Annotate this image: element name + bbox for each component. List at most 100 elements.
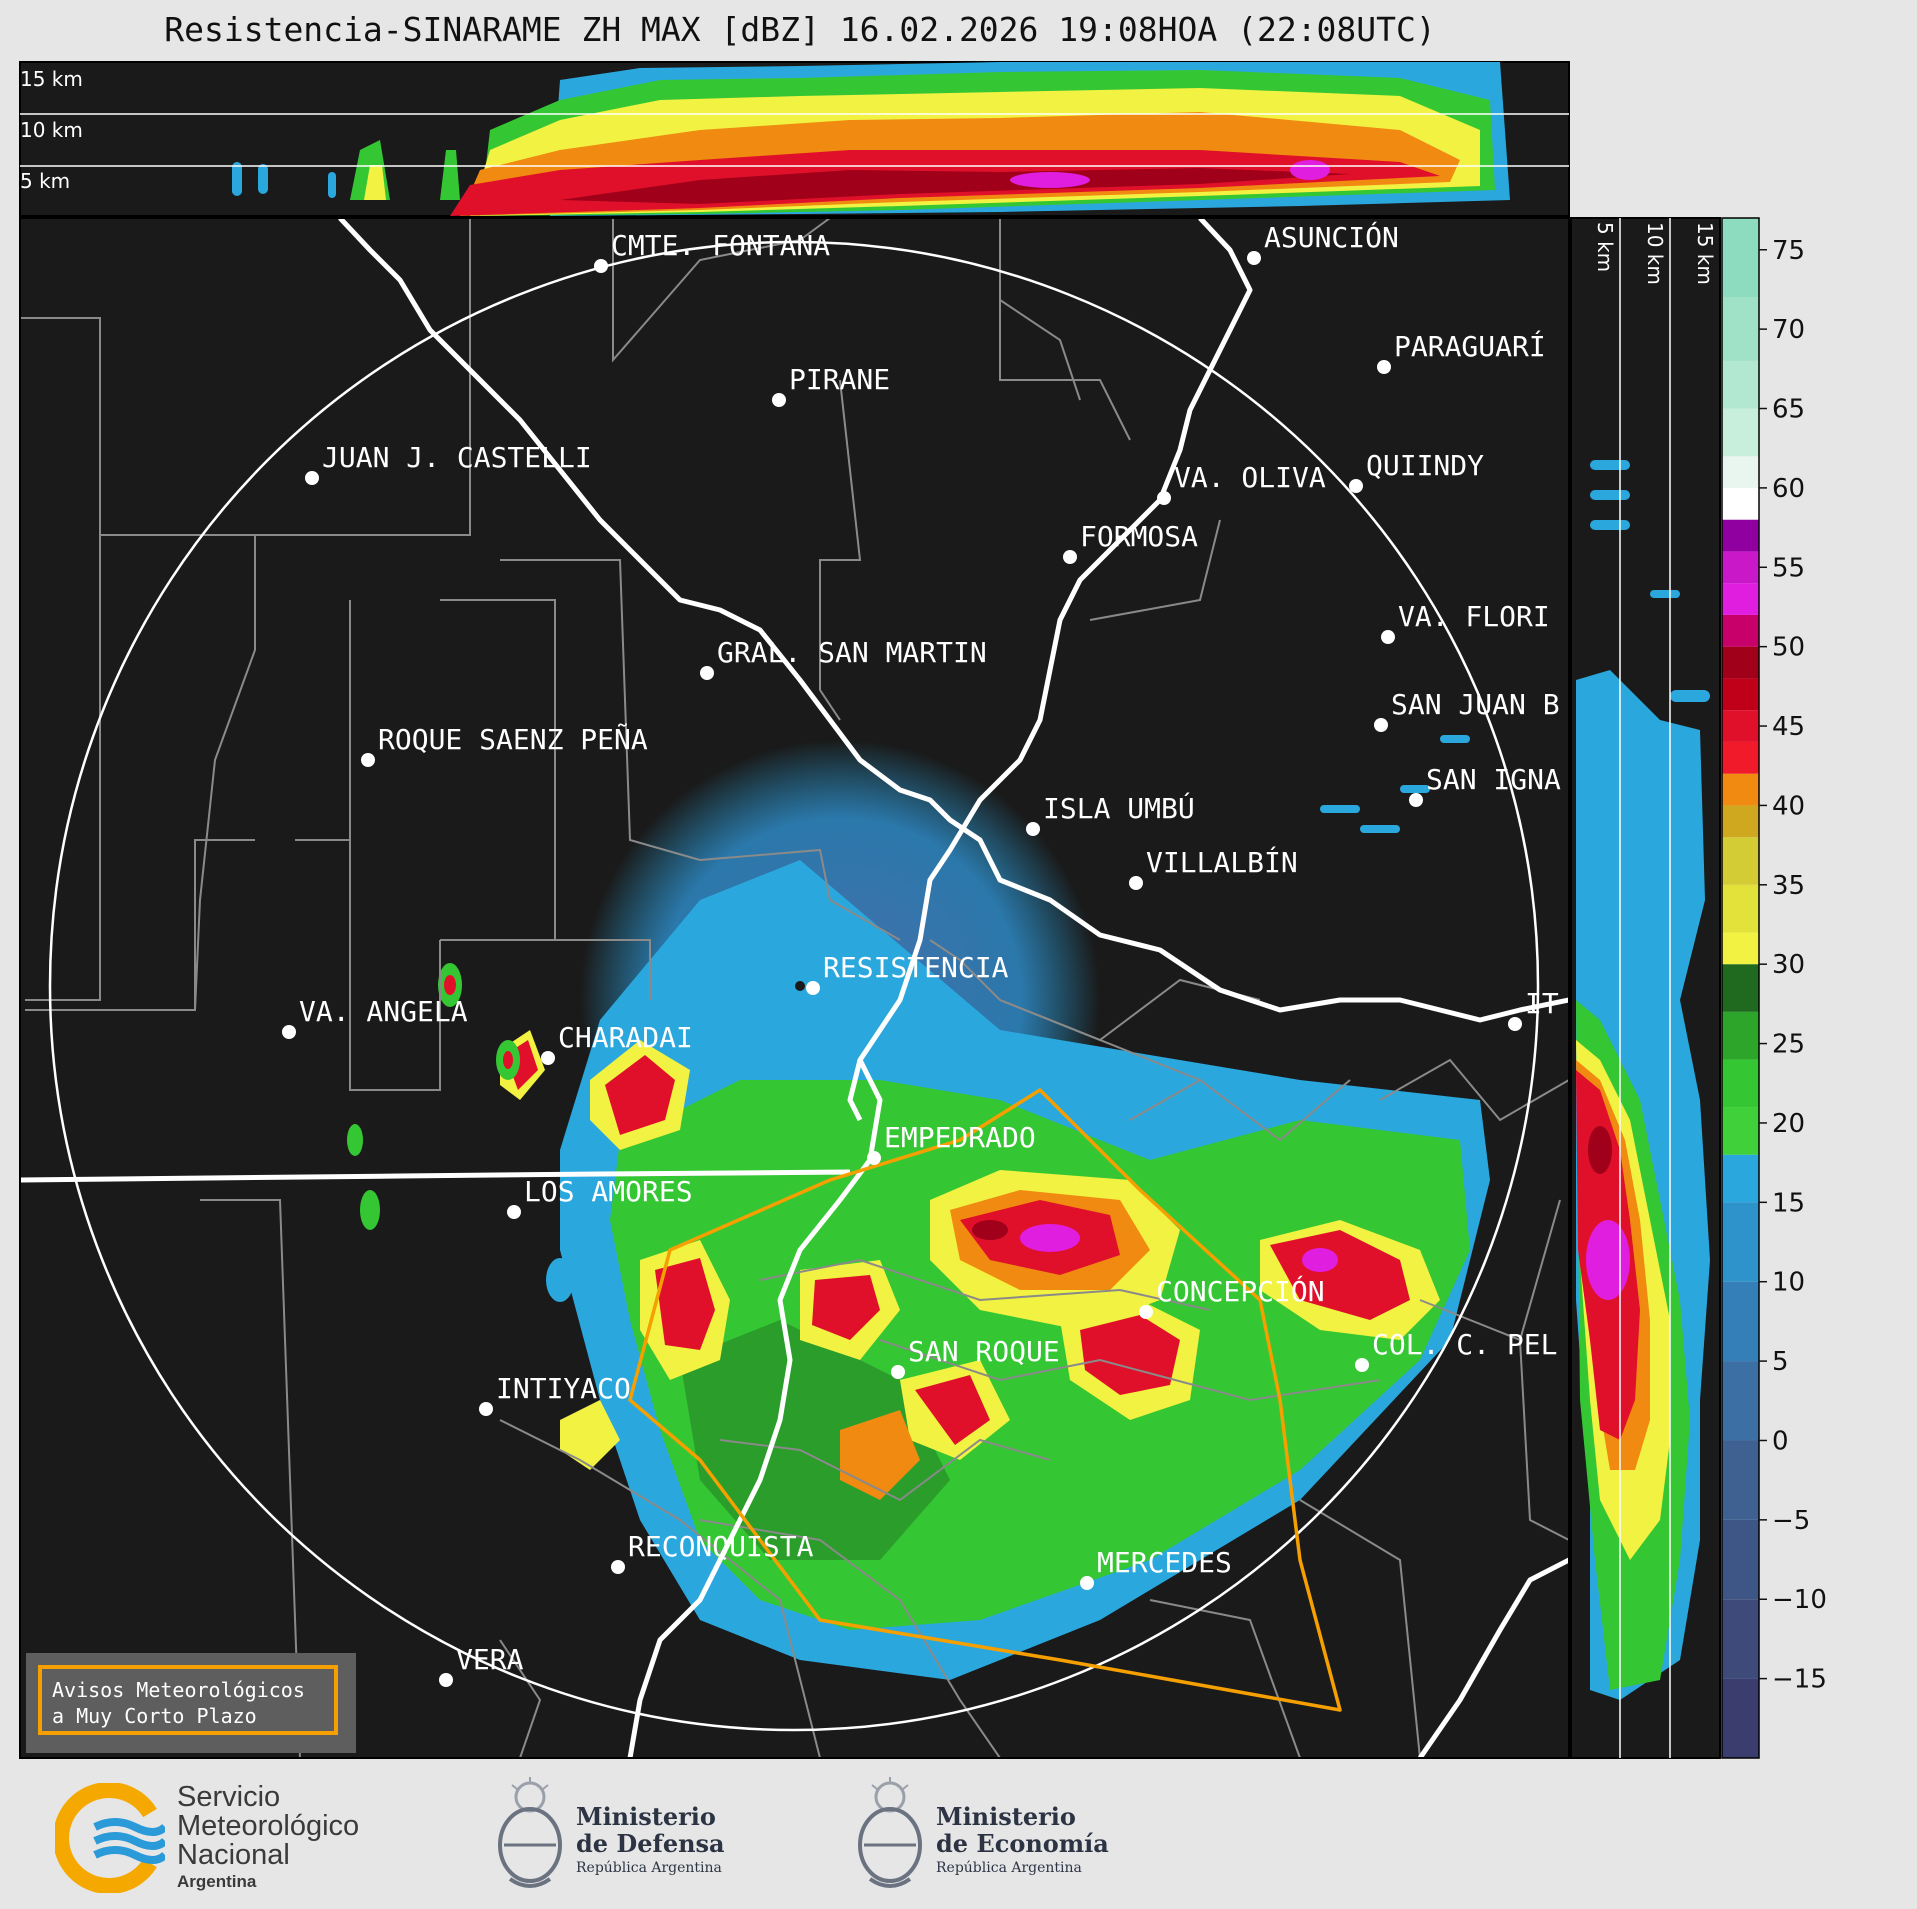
- city-dot: [1129, 876, 1143, 890]
- city-dot: [1157, 491, 1171, 505]
- page-title: Resistencia-SINARAME ZH MAX [dBZ] 16.02.…: [164, 10, 1436, 49]
- smn-country: Argentina: [177, 1872, 257, 1891]
- colorbar-tick-label: 20: [1772, 1109, 1805, 1139]
- city-label: MERCEDES: [1097, 1546, 1232, 1579]
- city-label: VERA: [456, 1643, 524, 1676]
- smn-logo: Servicio Meteorológico Nacional Argentin…: [55, 1775, 395, 1895]
- smn-name-line-1: Servicio: [177, 1781, 281, 1813]
- city-dot: [479, 1402, 493, 1416]
- colorbar-segment: [1722, 1059, 1759, 1108]
- city-dot: [1063, 550, 1077, 564]
- radar-map: CMTE. FONTANA ASUNCIÓN PARAGUARÍ PIRANE JUAN…: [20, 218, 1569, 1758]
- colorbar-segment: [1722, 456, 1759, 488]
- city-dot: [1409, 793, 1423, 807]
- city-label: VILLALBÍN: [1146, 845, 1298, 879]
- colorbar-segment: [1722, 964, 1759, 1012]
- city-dot: [1349, 479, 1363, 493]
- colorbar-segment: [1722, 1107, 1759, 1155]
- colorbar-tick-label: −5: [1772, 1506, 1810, 1536]
- city-label: VA. FLORI: [1398, 600, 1550, 633]
- colorbar-segment: [1722, 583, 1759, 615]
- city-dot: [1374, 718, 1388, 732]
- colorbar-tick-label: 75: [1772, 236, 1805, 266]
- colorbar-tick-label: −15: [1772, 1665, 1827, 1695]
- city-dot: [772, 393, 786, 407]
- economia-line-3: República Argentina: [936, 1860, 1082, 1876]
- economia-line-2: de Economía: [936, 1829, 1109, 1858]
- top-elevation-panel: 15 km 10 km 5 km: [19, 61, 1570, 217]
- city-label: SAN IGNA: [1426, 763, 1561, 796]
- defensa-line-2: de Defensa: [576, 1829, 725, 1858]
- defensa-line-1: Ministerio: [576, 1802, 716, 1831]
- colorbar-segment: [1722, 773, 1759, 806]
- city-label: ASUNCIÓN: [1264, 220, 1399, 254]
- colorbar-tick-label: 60: [1772, 474, 1805, 504]
- city-dot: [806, 981, 820, 995]
- city-label: RESISTENCIA: [823, 951, 1009, 984]
- colorbar-tick-label: 35: [1772, 871, 1805, 901]
- top-height-label-10: 10 km: [20, 118, 83, 142]
- city-dot: [1026, 822, 1040, 836]
- colorbar-tick-label: 40: [1772, 791, 1805, 821]
- top-height-label-15: 15 km: [20, 67, 83, 91]
- city-label: EMPEDRADO: [884, 1121, 1036, 1154]
- city-label: IT: [1525, 987, 1559, 1020]
- side-height-label-10: 10 km: [1643, 222, 1667, 285]
- city-markers: CMTE. FONTANA ASUNCIÓN PARAGUARÍ PIRANE JUAN…: [282, 220, 1561, 1687]
- colorbar-tick-label: 10: [1772, 1268, 1805, 1298]
- city-label: FORMOSA: [1080, 520, 1198, 553]
- city-label: PARAGUARÍ: [1394, 329, 1546, 363]
- city-label: COL. C. PEL: [1372, 1328, 1557, 1361]
- economia-line-1: Ministerio: [936, 1802, 1076, 1831]
- colorbar-segment: [1722, 1154, 1759, 1203]
- city-dot: [282, 1025, 296, 1039]
- city-dot: [1355, 1358, 1369, 1372]
- alert-box[interactable]: Avisos Meteorológicos a Muy Corto Plazo: [26, 1653, 356, 1753]
- colorbar-tick-label: 5: [1772, 1347, 1789, 1377]
- defensa-logo: Ministerio de Defensa República Argentin…: [490, 1775, 760, 1895]
- city-dot: [594, 259, 608, 273]
- city-dot: [507, 1205, 521, 1219]
- colorbar-segment: [1722, 1519, 1759, 1600]
- colorbar-segment: [1722, 1599, 1759, 1679]
- colorbar-segment: [1722, 614, 1759, 647]
- top-height-label-5: 5 km: [20, 169, 70, 193]
- city-dot: [1381, 630, 1395, 644]
- colorbar-segment: [1722, 932, 1759, 965]
- colorbar-segment: [1722, 678, 1759, 711]
- city-label: PIRANE: [789, 363, 890, 396]
- alert-line-2: a Muy Corto Plazo: [52, 1704, 257, 1728]
- side-height-label-15: 15 km: [1693, 222, 1717, 285]
- coat-of-arms-icon: [858, 1777, 922, 1888]
- colorbar-segment: [1722, 218, 1759, 298]
- colorbar-segment: [1722, 1202, 1759, 1282]
- city-dot: [867, 1151, 881, 1165]
- alert-line-1: Avisos Meteorológicos: [52, 1678, 305, 1702]
- city-dot: [700, 666, 714, 680]
- economia-logo: Ministerio de Economía República Argenti…: [850, 1775, 1140, 1895]
- colorbar-segment: [1722, 1281, 1759, 1362]
- colorbar-tick-label: 55: [1772, 553, 1805, 583]
- city-label: CHARADAI: [558, 1021, 693, 1054]
- city-label: VA. OLIVA: [1174, 461, 1326, 494]
- city-dot: [439, 1673, 453, 1687]
- colorbar-tick-label: 65: [1772, 395, 1805, 425]
- colorbar-segment: [1722, 1361, 1759, 1441]
- city-dot: [1247, 251, 1261, 265]
- colorbar-segment: [1722, 1678, 1759, 1758]
- colorbar-tick-label: 15: [1772, 1188, 1805, 1218]
- colorbar-tick-label: 30: [1772, 950, 1805, 980]
- colorbar-tick-label: 70: [1772, 315, 1805, 345]
- city-dot: [1139, 1305, 1153, 1319]
- smn-emblem-icon: [55, 1783, 165, 1893]
- city-label: SAN ROQUE: [908, 1335, 1060, 1368]
- city-label: RECONQUISTA: [628, 1530, 814, 1563]
- city-label: LOS AMORES: [524, 1175, 693, 1208]
- city-dot: [891, 1365, 905, 1379]
- colorbar-segment: [1722, 1440, 1759, 1520]
- city-label: ROQUE SAENZ PEÑA: [378, 722, 648, 756]
- side-elevation-panel: 5 km 10 km 15 km: [1570, 217, 1721, 1759]
- city-dot: [361, 753, 375, 767]
- colorbar-tick-label: 50: [1772, 633, 1805, 663]
- defensa-line-3: República Argentina: [576, 1860, 722, 1876]
